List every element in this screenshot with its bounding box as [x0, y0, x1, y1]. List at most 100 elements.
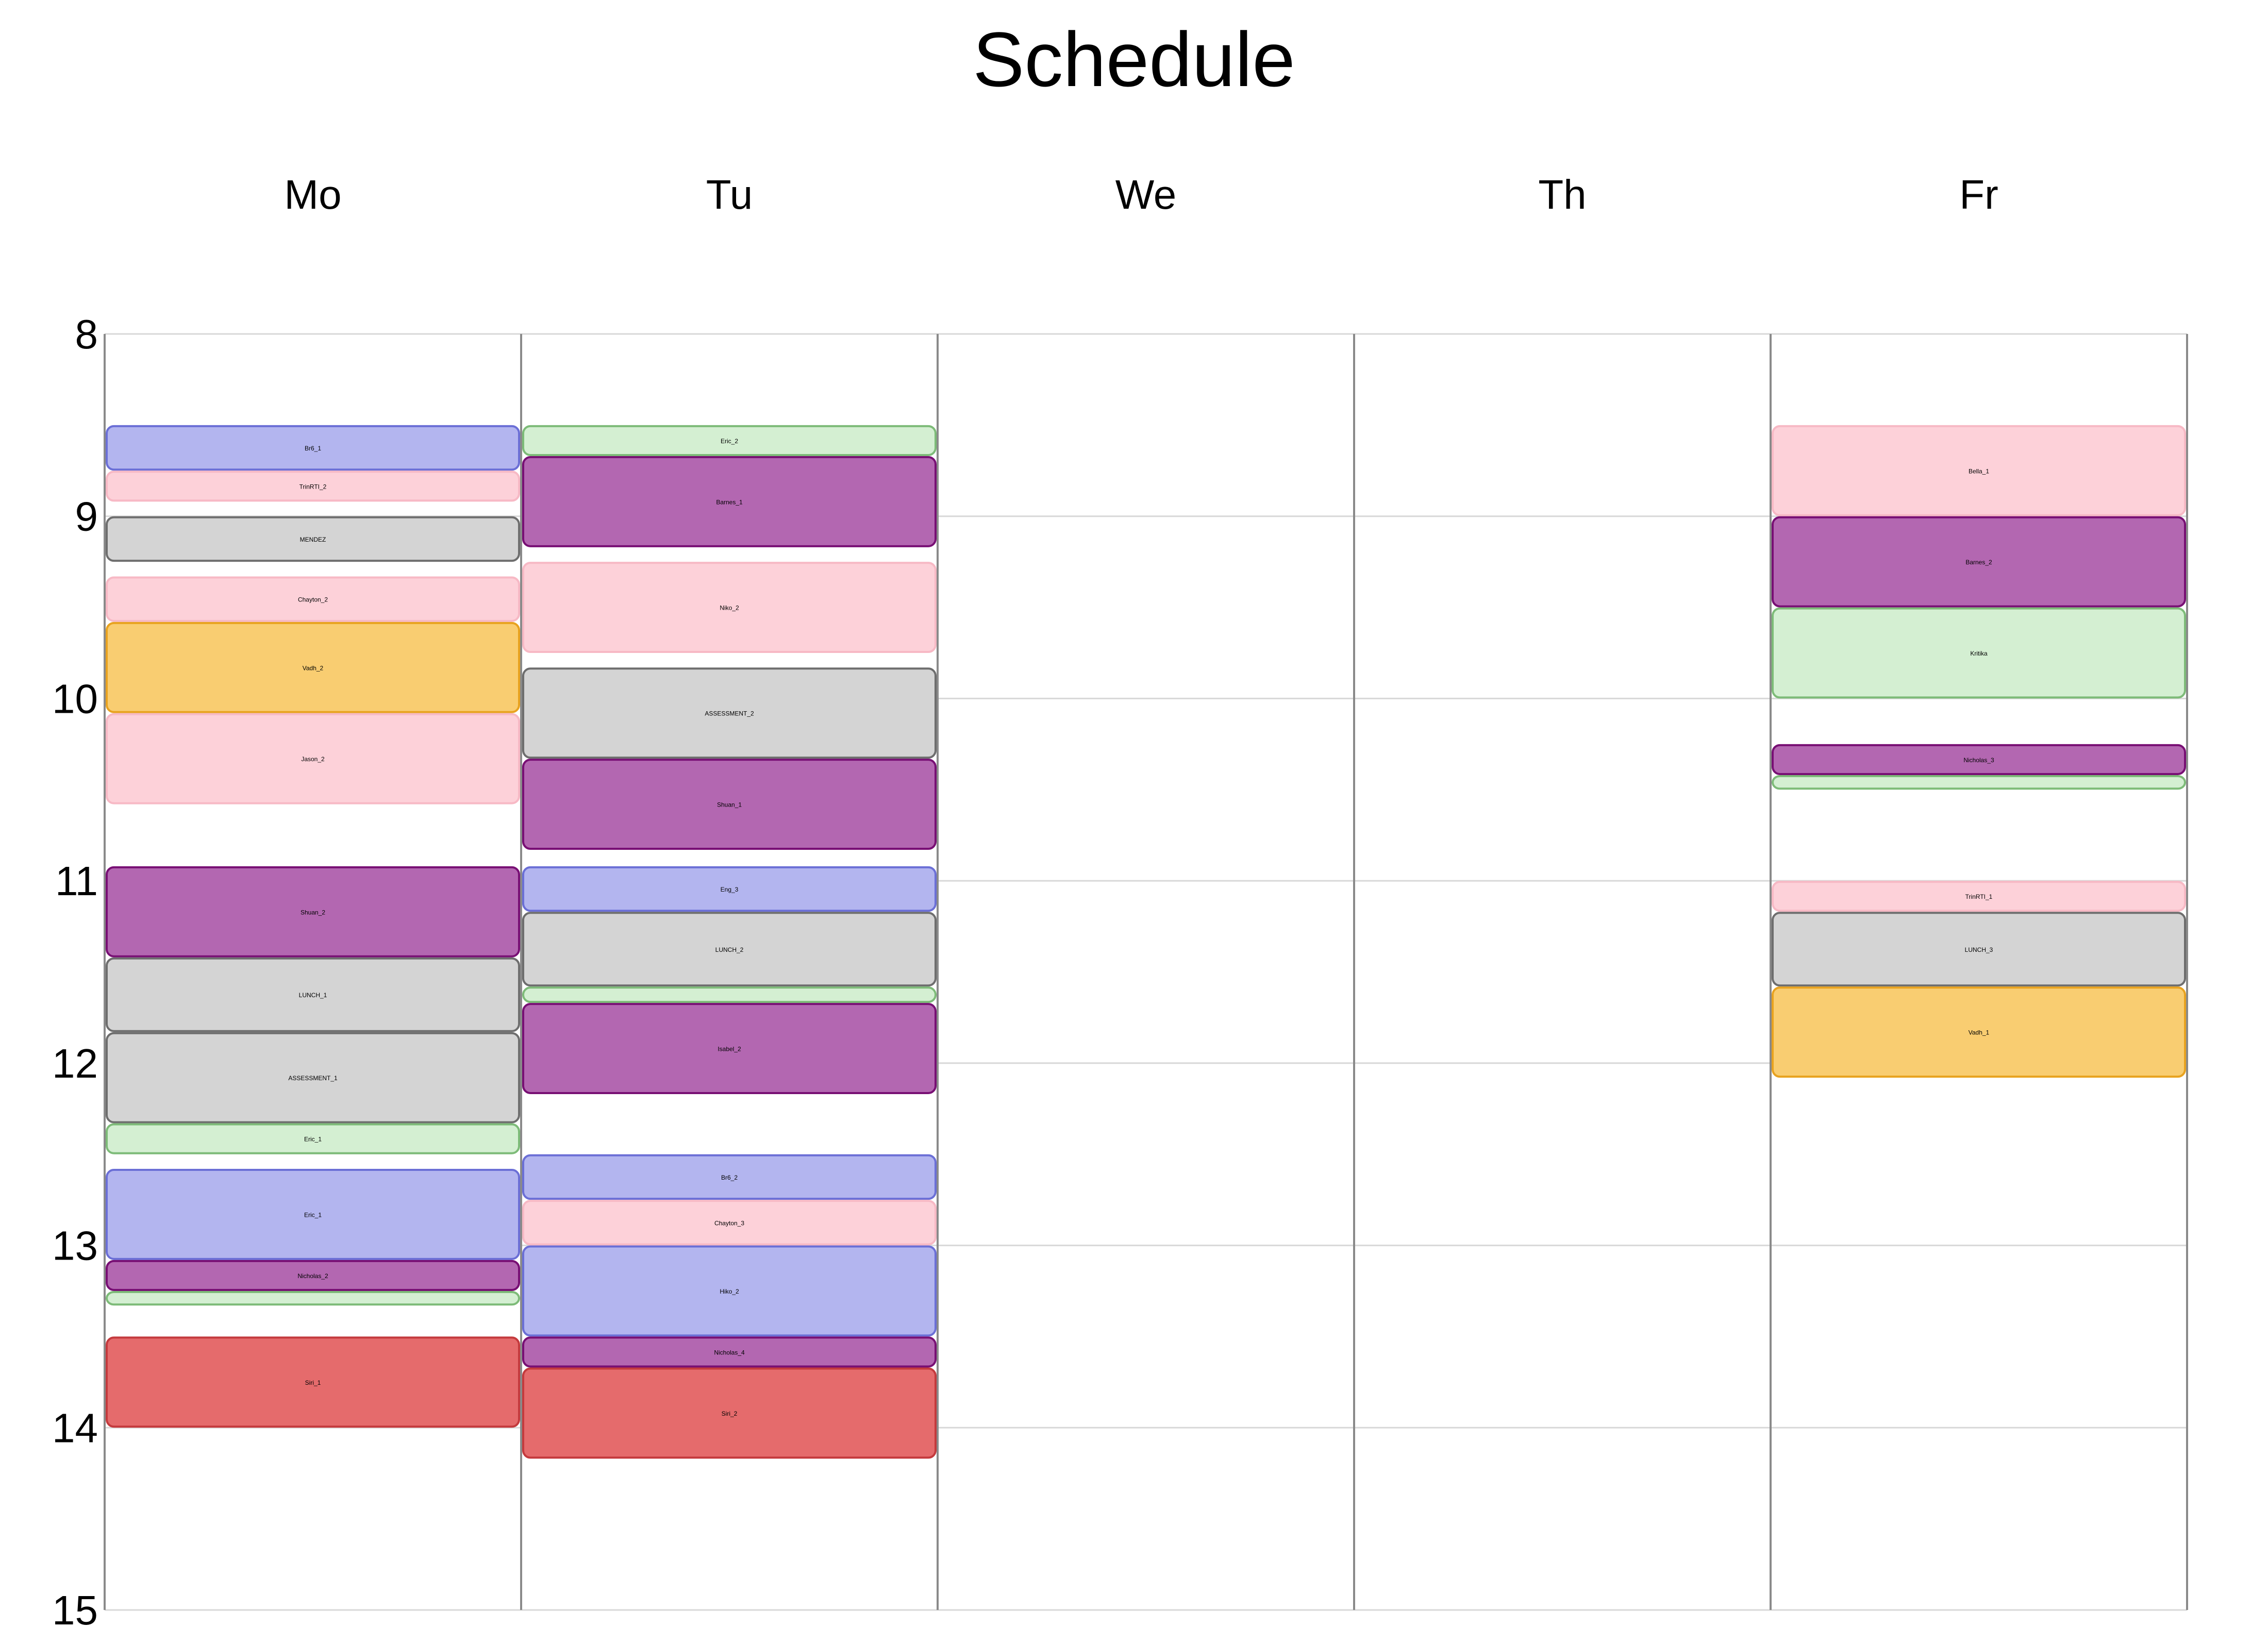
- event-block[interactable]: LUNCH_3: [1772, 912, 2186, 987]
- event-label: Nicholas_3: [1963, 757, 1994, 764]
- day-label: Tu: [706, 172, 753, 217]
- event-rect: [106, 1169, 520, 1260]
- event-block[interactable]: Vadh_2: [106, 622, 520, 713]
- event-block[interactable]: LUNCH_2: [522, 912, 937, 987]
- event-block[interactable]: Vadh_1: [1772, 986, 2186, 1078]
- event-rect: [522, 1200, 937, 1246]
- day-label: We: [1115, 172, 1177, 217]
- hour-label: 9: [75, 494, 98, 540]
- event-block[interactable]: Niko_2: [522, 562, 937, 653]
- event-label: LUNCH_1: [299, 992, 327, 999]
- event-label: Isabel_2: [718, 1046, 741, 1053]
- event-rect: [1772, 744, 2186, 775]
- event-label: Niko_2: [720, 605, 739, 612]
- event-label: Br6_1: [305, 445, 321, 452]
- event-label: Chayton_3: [714, 1219, 744, 1227]
- event-label: Br6_2: [721, 1174, 738, 1181]
- event-block[interactable]: Barnes_1: [522, 456, 937, 547]
- event-rect: [106, 425, 520, 471]
- event-block[interactable]: Chayton_3: [522, 1200, 937, 1246]
- event-rect: [106, 1260, 520, 1291]
- event-block[interactable]: [522, 986, 937, 1003]
- event-rect: [1772, 775, 2186, 790]
- event-rect: [522, 866, 937, 912]
- event-rect: [106, 1123, 520, 1154]
- event-rect: [522, 1003, 937, 1094]
- event-label: Siri_1: [305, 1379, 321, 1386]
- event-block[interactable]: Eric_1: [106, 1169, 520, 1260]
- event-rect: [1772, 516, 2186, 608]
- events: Br6_1 TrinRTI_2 MENDEZ Chayton_2 Vadh_2 Jason…: [106, 425, 2186, 1459]
- event-label: Nicholas_2: [297, 1272, 328, 1280]
- event-rect: [1772, 607, 2186, 699]
- event-label: TrinRTI_1: [1965, 893, 1993, 900]
- event-block[interactable]: Kritika: [1772, 607, 2186, 699]
- hour-label: 12: [52, 1041, 98, 1086]
- hour-label: 10: [52, 676, 98, 722]
- event-block[interactable]: Hiko_2: [522, 1245, 937, 1337]
- event-block[interactable]: MENDEZ: [106, 516, 520, 562]
- event-rect: [106, 471, 520, 502]
- event-rect: [522, 1367, 937, 1459]
- event-label: Eric_2: [721, 438, 738, 445]
- event-block[interactable]: Barnes_2: [1772, 516, 2186, 608]
- event-label: Siri_2: [722, 1410, 738, 1417]
- event-block[interactable]: [106, 1291, 520, 1306]
- event-rect: [522, 1245, 937, 1337]
- event-block[interactable]: [1772, 775, 2186, 790]
- event-rect: [522, 456, 937, 547]
- event-block[interactable]: Eric_2: [522, 425, 937, 456]
- event-label: Eng_3: [721, 886, 739, 893]
- event-block[interactable]: ASSESSMENT_2: [522, 667, 937, 759]
- event-label: LUNCH_2: [715, 946, 744, 953]
- event-label: Barnes_2: [1965, 559, 1992, 566]
- event-block[interactable]: LUNCH_1: [106, 957, 520, 1032]
- event-rect: [1772, 881, 2186, 912]
- event-block[interactable]: Eric_1: [106, 1123, 520, 1154]
- event-label: Vadh_1: [1969, 1029, 1990, 1036]
- event-rect: [106, 1336, 520, 1428]
- event-rect: [522, 562, 937, 653]
- event-block[interactable]: TrinRTI_1: [1772, 881, 2186, 912]
- event-block[interactable]: TrinRTI_2: [106, 471, 520, 502]
- event-label: Shuan_1: [717, 801, 742, 809]
- day-labels: Mo Tu We Th Fr: [284, 172, 1998, 217]
- event-label: MENDEZ: [300, 536, 326, 543]
- event-block[interactable]: ASSESSMENT_1: [106, 1032, 520, 1123]
- hour-label: 11: [55, 858, 98, 904]
- event-block[interactable]: Shuan_2: [106, 866, 520, 958]
- event-rect: [1772, 912, 2186, 987]
- event-rect: [1772, 425, 2186, 516]
- event-block[interactable]: Siri_1: [106, 1336, 520, 1428]
- event-block[interactable]: Br6_2: [522, 1154, 937, 1200]
- event-block[interactable]: Nicholas_3: [1772, 744, 2186, 775]
- event-label: Shuan_2: [301, 909, 325, 916]
- event-label: Hiko_2: [720, 1288, 739, 1295]
- event-rect: [522, 425, 937, 456]
- hour-label: 14: [52, 1405, 98, 1451]
- event-rect: [106, 1291, 520, 1306]
- day-label: Mo: [284, 172, 341, 217]
- event-block[interactable]: Siri_2: [522, 1367, 937, 1459]
- event-rect: [522, 986, 937, 1003]
- event-rect: [522, 759, 937, 850]
- event-label: Eric_1: [304, 1211, 322, 1218]
- event-block[interactable]: Bella_1: [1772, 425, 2186, 516]
- event-label: ASSESSMENT_2: [705, 710, 754, 717]
- event-label: TrinRTI_2: [299, 483, 327, 490]
- hour-label: 8: [75, 311, 98, 357]
- event-rect: [106, 622, 520, 713]
- event-block[interactable]: Chayton_2: [106, 576, 520, 622]
- event-block[interactable]: Nicholas_4: [522, 1336, 937, 1368]
- event-block[interactable]: Shuan_1: [522, 759, 937, 850]
- event-block[interactable]: Nicholas_2: [106, 1260, 520, 1291]
- event-label: Barnes_1: [716, 498, 743, 506]
- event-rect: [522, 667, 937, 759]
- event-block[interactable]: Isabel_2: [522, 1003, 937, 1094]
- event-block[interactable]: Br6_1: [106, 425, 520, 471]
- event-block[interactable]: Eng_3: [522, 866, 937, 912]
- hour-labels: 8 9 10 11 12 13 14 15: [52, 311, 98, 1633]
- event-rect: [522, 912, 937, 987]
- event-block[interactable]: Jason_2: [106, 713, 520, 804]
